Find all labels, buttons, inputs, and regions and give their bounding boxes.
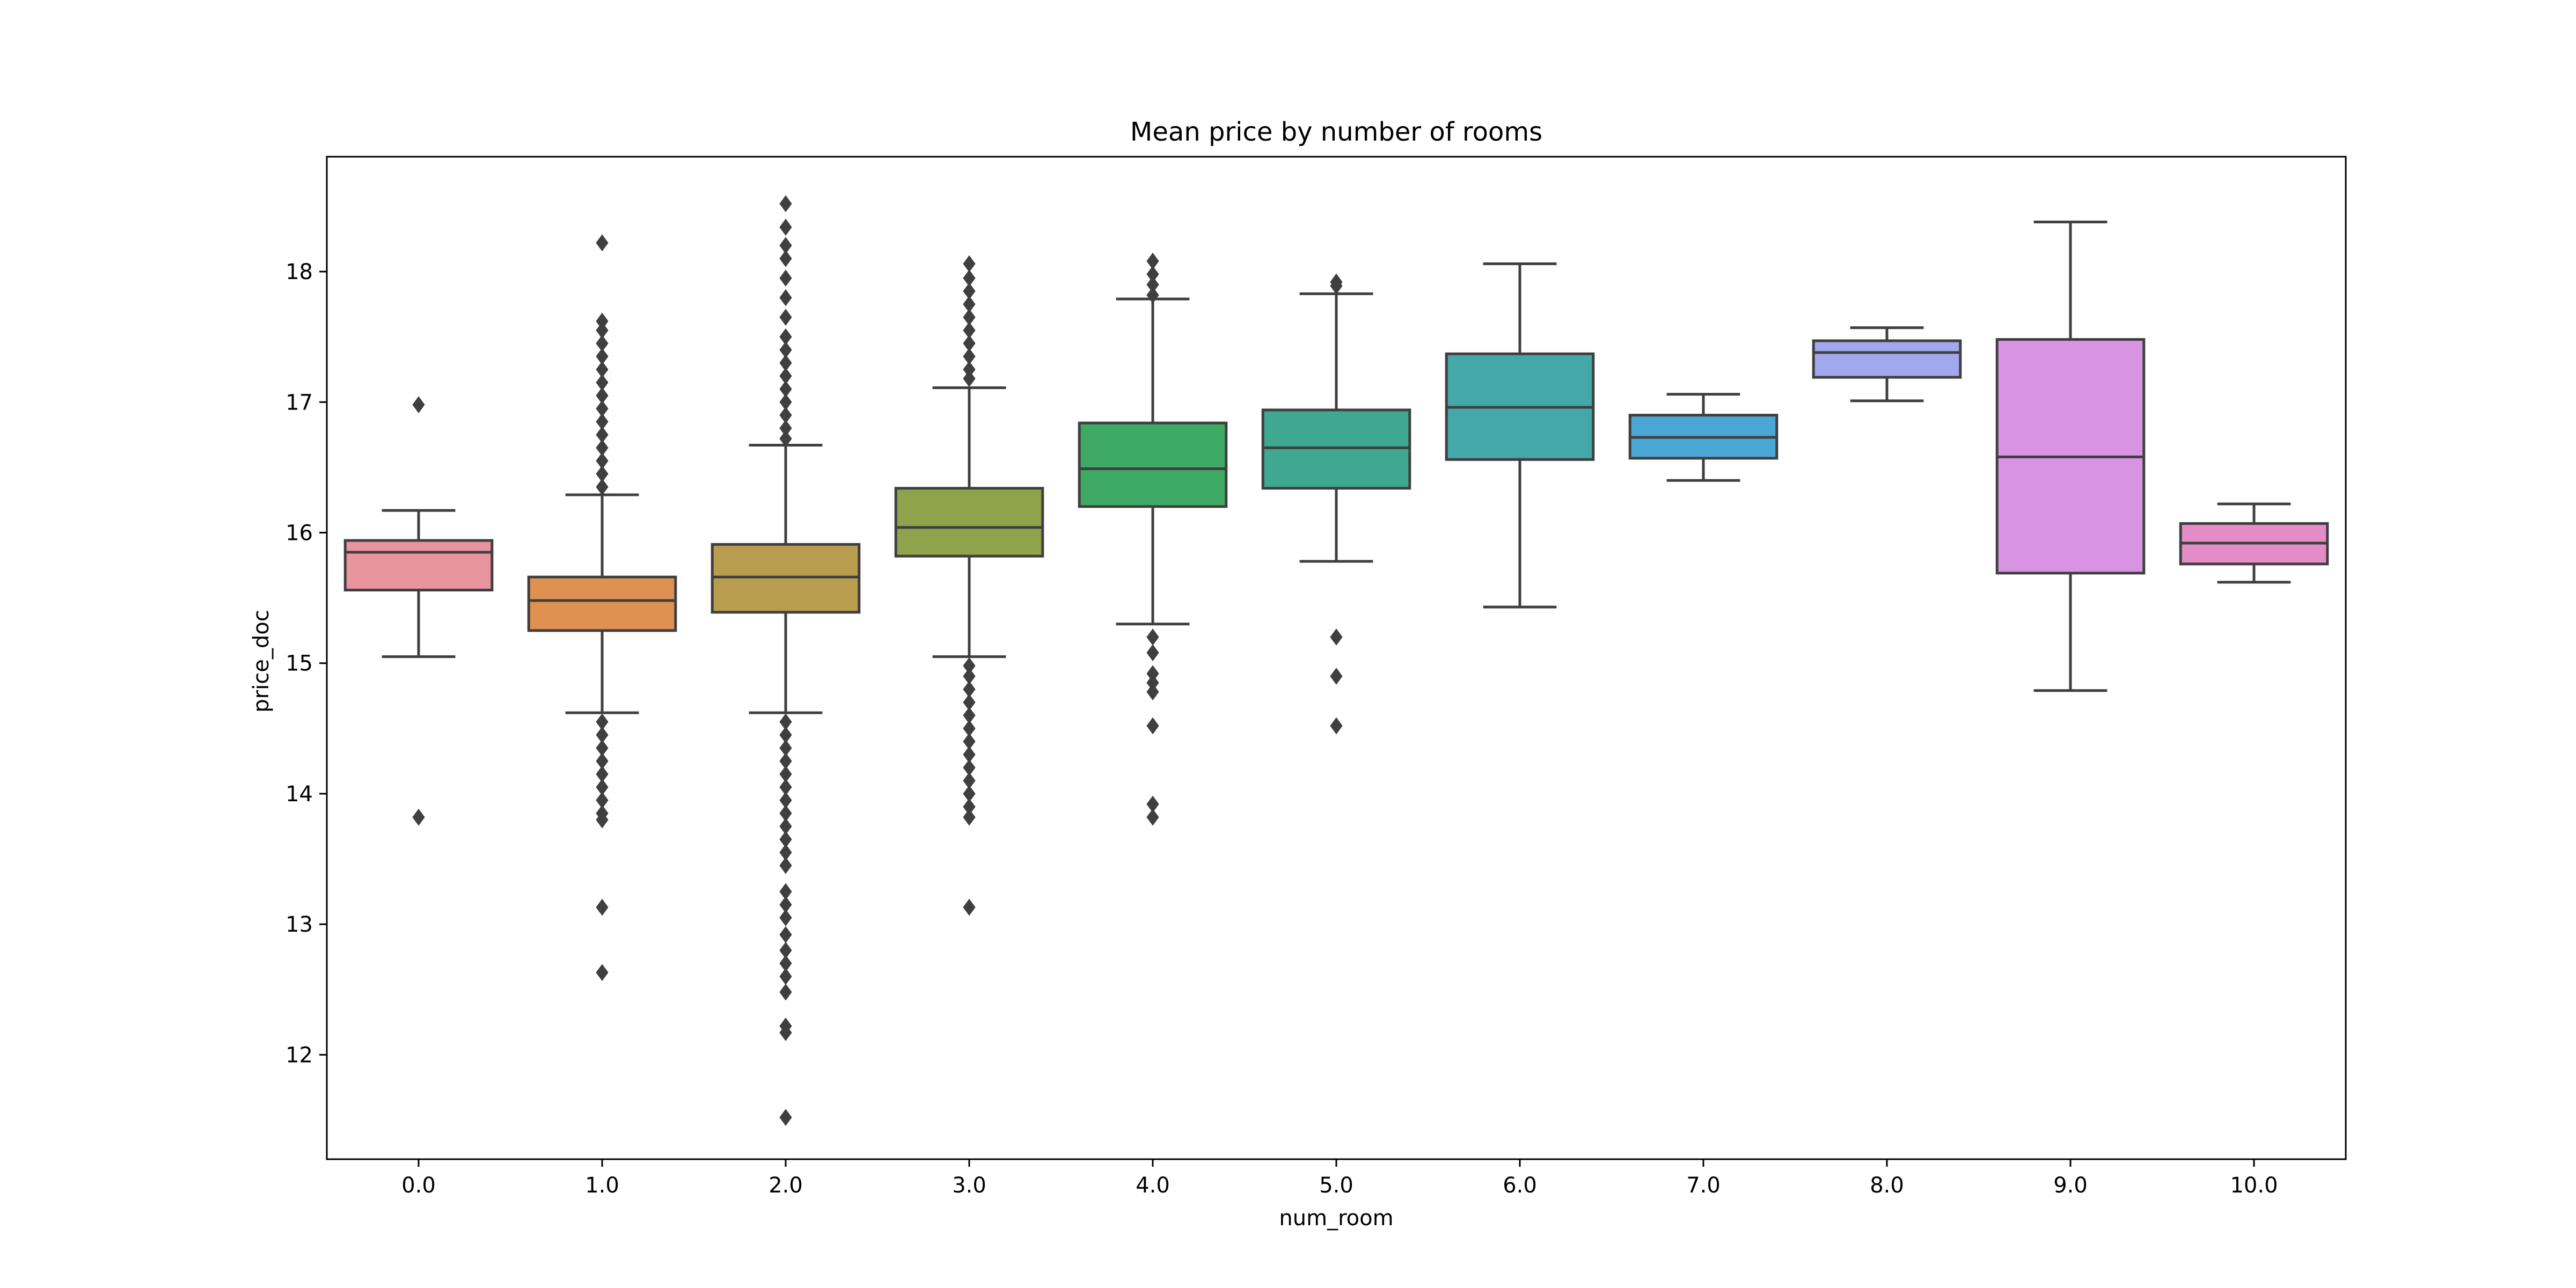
box-group-1-0	[527, 234, 677, 982]
outlier-point	[596, 478, 609, 496]
outlier-point	[779, 195, 792, 213]
plot-area	[343, 195, 2329, 1126]
outlier-point	[779, 983, 792, 1001]
outlier-point	[1146, 808, 1159, 826]
y-tick-label: 17	[286, 390, 313, 415]
y-tick-label: 15	[286, 652, 313, 676]
outlier-point	[779, 309, 792, 326]
y-tick-label: 18	[286, 260, 313, 284]
chart-title: Mean price by number of rooms	[1130, 117, 1542, 147]
outlier-point	[779, 269, 792, 287]
y-tick-label: 13	[286, 912, 313, 937]
outlier-point	[1330, 668, 1343, 685]
x-tick-label: 7.0	[1686, 1173, 1721, 1198]
box-group-5-0	[1261, 273, 1411, 735]
outlier-point	[779, 1024, 792, 1041]
box-group-8-0	[1812, 326, 1962, 402]
outlier-point	[963, 808, 976, 826]
box-group-2-0	[711, 195, 861, 1126]
outlier-point	[779, 1109, 792, 1126]
iqr-box	[343, 539, 494, 592]
x-axis-title: num_room	[1279, 1206, 1393, 1231]
outlier-point	[779, 430, 792, 448]
x-tick-label: 5.0	[1319, 1173, 1353, 1198]
outlier-point	[963, 898, 976, 916]
outlier-point	[779, 218, 792, 236]
box-group-4-0	[1078, 252, 1228, 826]
outlier-point	[1146, 717, 1159, 735]
iqr-box	[1078, 421, 1228, 508]
y-tick-label: 14	[286, 782, 313, 807]
box-group-0-0	[343, 396, 494, 826]
plot-frame	[326, 156, 2347, 1160]
y-axis-title: price_doc	[249, 610, 274, 712]
outlier-point	[779, 909, 792, 926]
outlier-point	[596, 964, 609, 982]
outlier-point	[412, 396, 425, 413]
x-tick-label: 2.0	[769, 1173, 803, 1198]
outlier-point	[1146, 644, 1159, 662]
x-tick-label: 3.0	[952, 1173, 986, 1198]
outlier-point	[779, 857, 792, 874]
outlier-point	[1330, 717, 1343, 735]
outlier-point	[963, 370, 976, 387]
outlier-point	[596, 234, 609, 252]
x-tick-label: 10.0	[2230, 1173, 2278, 1198]
x-axis: 0.0 1.0 2.0 3.0 4.0 5.0 6.0 7.0 8.0 9.0 10.0	[401, 1159, 2278, 1198]
outlier-point	[596, 811, 609, 829]
outlier-point	[1146, 683, 1159, 701]
box-group-6-0	[1445, 262, 1595, 609]
y-tick-label: 16	[286, 521, 313, 546]
outlier-point	[1330, 277, 1343, 295]
y-axis: 12 13 14 15 16 17 18	[286, 260, 327, 1067]
outlier-point	[596, 898, 609, 916]
box-group-9-0	[1995, 221, 2146, 692]
outlier-point	[779, 250, 792, 267]
box-group-7-0	[1628, 393, 1779, 482]
x-tick-label: 4.0	[1136, 1173, 1170, 1198]
x-tick-label: 1.0	[585, 1173, 619, 1198]
x-tick-label: 6.0	[1503, 1173, 1537, 1198]
y-tick-label: 12	[286, 1043, 313, 1067]
box-group-3-0	[894, 255, 1044, 916]
box-group-10-0	[2179, 502, 2329, 584]
outlier-point	[1146, 286, 1159, 304]
x-tick-label: 0.0	[401, 1173, 436, 1198]
outlier-point	[1330, 628, 1343, 646]
iqr-box	[1812, 339, 1962, 379]
outlier-point	[412, 808, 425, 826]
x-tick-label: 8.0	[1870, 1173, 1904, 1198]
iqr-box	[527, 575, 677, 632]
iqr-box	[894, 487, 1044, 558]
outlier-point	[779, 289, 792, 306]
x-tick-label: 9.0	[2053, 1173, 2088, 1198]
